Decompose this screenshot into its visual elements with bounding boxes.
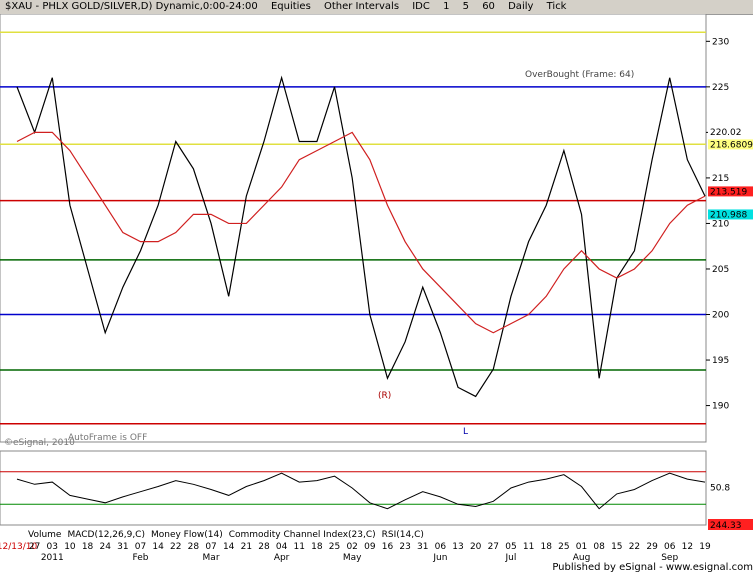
interval-button[interactable]: 1	[443, 1, 450, 12]
x-tick-label: 13	[452, 542, 463, 552]
y-tick-label: 200	[712, 311, 729, 321]
x-tick-label: 02	[346, 542, 357, 552]
x-tick-label: 29	[646, 542, 658, 552]
x-tick-label: 21	[241, 542, 252, 552]
x-tick-label: 06	[664, 542, 676, 552]
price-tag-label: 213.519	[710, 187, 747, 197]
x-tick-label: 09	[364, 542, 376, 552]
y-tick-label: 230	[712, 37, 729, 47]
symbol[interactable]: $XAU - PHLX GOLD/SILVER,D) Dynamic,0:00-…	[5, 1, 258, 12]
x-tick-label: 12	[682, 542, 693, 552]
x-tick-label: 20	[470, 542, 482, 552]
x-month-label: 2011	[41, 553, 64, 562]
x-tick-label: 27	[488, 542, 499, 552]
x-tick-label: 14	[223, 542, 235, 552]
x-month-label: Jun	[432, 553, 447, 562]
indicator-tab[interactable]: Volume	[28, 530, 62, 540]
price-line	[16, 75, 706, 398]
x-tick-label: 18	[82, 542, 94, 552]
x-month-label: Feb	[133, 553, 149, 562]
oscillator-panel	[0, 450, 707, 526]
interval-button[interactable]: 5	[462, 1, 469, 12]
x-tick-label: 18	[541, 542, 553, 552]
interval-button[interactable]: Tick	[546, 1, 567, 12]
x-tick-label: 06	[435, 542, 447, 552]
x-tick-label: 05	[505, 542, 516, 552]
toolbar: $XAU - PHLX GOLD/SILVER,D) Dynamic,0:00-…	[0, 0, 753, 15]
x-tick-label: 01	[576, 542, 587, 552]
x-tick-label: 27	[29, 542, 40, 552]
x-tick-label: 12/13/10	[0, 542, 37, 552]
indicator-tab[interactable]: RSI(14,C)	[382, 530, 424, 540]
interval-button[interactable]: Daily	[508, 1, 534, 12]
annotation: AutoFrame is OFF	[68, 433, 147, 443]
x-tick-label: 28	[258, 542, 270, 552]
x-tick-label: 22	[170, 542, 181, 552]
price-tag-label: 210.988	[710, 210, 747, 220]
osc-tag-label: 244.33	[710, 521, 742, 531]
price-tag	[708, 139, 753, 150]
x-tick-label: 24	[99, 542, 111, 552]
osc-tag	[708, 481, 753, 493]
y-tick-label: 215	[712, 174, 729, 184]
x-tick-label: 03	[47, 542, 58, 552]
x-month-label: Aug	[573, 553, 591, 562]
price-tag	[708, 127, 753, 138]
osc-tag-label: 50.8	[710, 483, 730, 493]
osc-line	[16, 472, 706, 510]
x-tick-label: 19	[699, 542, 711, 552]
x-month-label: May	[343, 553, 362, 562]
price-tag-label: 218.6809	[710, 140, 753, 150]
indicator-tab[interactable]: Commodity Channel Index(23,C)	[229, 530, 376, 540]
x-tick-label: 18	[311, 542, 323, 552]
interval-button[interactable]: Equities	[270, 1, 311, 12]
x-tick-label: 31	[117, 542, 128, 552]
x-tick-label: 04	[276, 542, 288, 552]
x-tick-label: 25	[329, 542, 340, 552]
x-tick-label: 25	[558, 542, 569, 552]
interval-button[interactable]: 60	[482, 1, 495, 12]
indicator-tab[interactable]: Money Flow(14)	[151, 530, 223, 540]
x-tick-label: 22	[629, 542, 640, 552]
y-tick-label: 195	[712, 356, 729, 366]
x-month-label: Mar	[203, 553, 220, 562]
chart: OverBought (Frame: 64) AutoFrame is OFF …	[0, 14, 753, 562]
x-tick-label: 31	[417, 542, 428, 552]
x-tick-label: 10	[64, 542, 76, 552]
annotation: OverBought (Frame: 64)	[525, 70, 634, 80]
annotation: L	[463, 427, 468, 437]
footer: Published by eSignal - www.esignal.com	[0, 562, 753, 575]
interval-button[interactable]: Other Intervals	[323, 1, 400, 12]
y-tick-label: 210	[712, 219, 729, 229]
price-tag	[708, 186, 753, 197]
x-tick-label: 08	[593, 542, 605, 552]
x-tick-label: 28	[188, 542, 200, 552]
price-line	[16, 131, 706, 334]
x-tick-label: 11	[294, 542, 305, 552]
annotation: ©eSignal, 2010	[4, 438, 75, 448]
x-month-label: Apr	[274, 553, 290, 562]
interval-button[interactable]: IDC	[412, 1, 430, 12]
x-tick-label: 07	[205, 542, 216, 552]
x-tick-label: 07	[135, 542, 146, 552]
x-tick-label: 15	[611, 542, 622, 552]
x-month-label: Sep	[661, 553, 678, 562]
osc-tag	[708, 519, 753, 530]
x-tick-label: 23	[399, 542, 410, 552]
y-tick-label: 190	[712, 402, 729, 412]
x-tick-label: 16	[382, 542, 394, 552]
price-tag-label: 220.02	[710, 128, 742, 138]
y-tick-label: 205	[712, 265, 729, 275]
indicator-tab[interactable]: MACD(12,26,9,C)	[67, 530, 145, 540]
annotation: (R)	[378, 391, 391, 401]
price-tag	[708, 209, 753, 220]
indicator-tabs: Volume MACD(12,26,9,C) Money Flow(14) Commo…	[28, 530, 424, 540]
x-tick-label: 11	[523, 542, 534, 552]
x-tick-label: 14	[152, 542, 164, 552]
x-month-label: Jul	[505, 553, 517, 562]
y-tick-label: 225	[712, 83, 729, 93]
